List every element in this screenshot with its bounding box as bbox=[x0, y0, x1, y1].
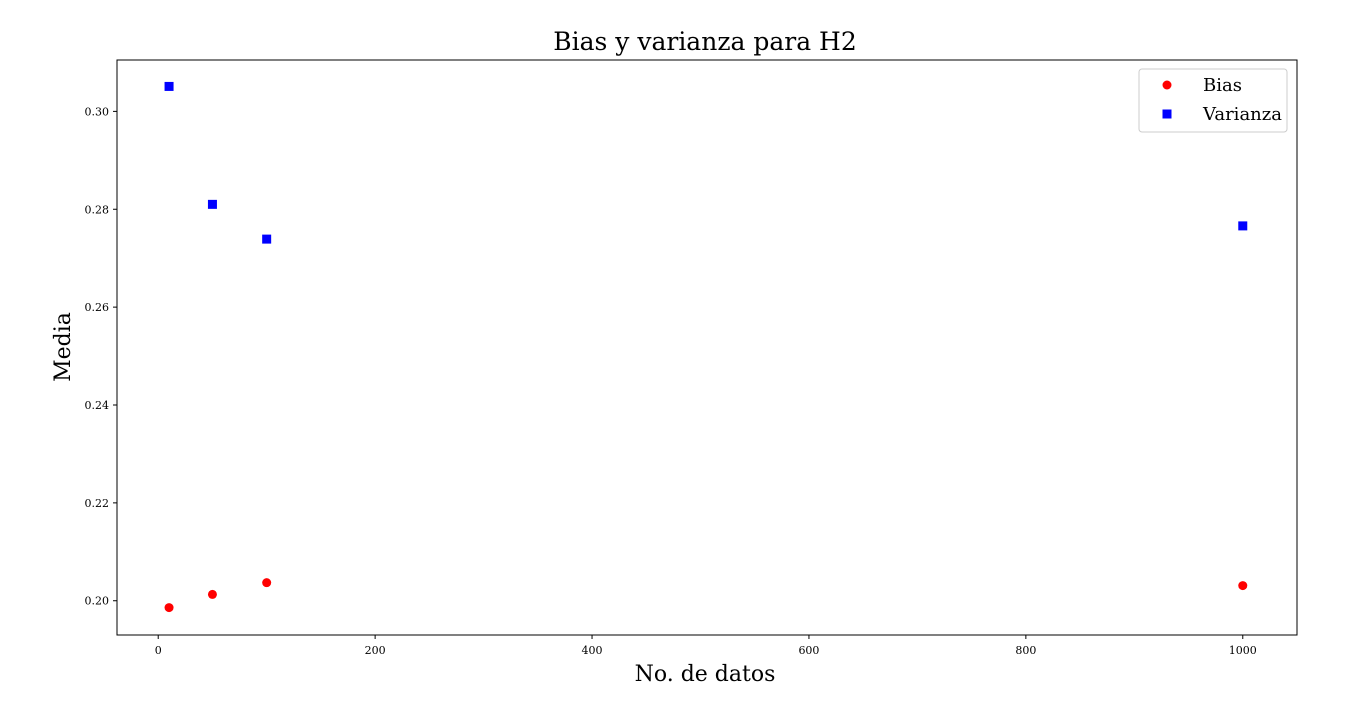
y-tick-label: 0.26 bbox=[85, 301, 110, 314]
bias-point bbox=[164, 603, 174, 613]
y-axis-ticks: 0.20 0.22 0.24 0.26 0.28 0.30 bbox=[85, 105, 117, 608]
plot-area-frame bbox=[116, 59, 1298, 636]
legend-marker-varianza bbox=[1162, 109, 1172, 119]
varianza-point bbox=[1238, 221, 1248, 231]
x-axis-ticks: 0 200 400 600 800 1000 bbox=[155, 635, 1257, 657]
y-axis-label: Media bbox=[51, 312, 76, 382]
varianza-point bbox=[262, 234, 272, 244]
x-tick-label: 0 bbox=[155, 644, 162, 657]
x-tick-label: 800 bbox=[1015, 644, 1036, 657]
bias-point bbox=[207, 589, 217, 599]
y-tick-label: 0.24 bbox=[85, 399, 110, 412]
varianza-point bbox=[164, 81, 174, 91]
legend-box bbox=[1138, 68, 1288, 133]
legend: Bias Varianza bbox=[1138, 68, 1288, 133]
x-tick-label: 200 bbox=[365, 644, 386, 657]
x-tick-label: 400 bbox=[582, 644, 603, 657]
bias-point bbox=[262, 578, 272, 588]
x-axis-label: No. de datos bbox=[635, 662, 776, 687]
y-tick-label: 0.22 bbox=[85, 497, 110, 510]
x-tick-label: 600 bbox=[798, 644, 819, 657]
x-tick-label: 1000 bbox=[1229, 644, 1257, 657]
legend-label-bias: Bias bbox=[1203, 75, 1242, 96]
legend-label-varianza: Varianza bbox=[1202, 104, 1282, 125]
legend-marker-bias bbox=[1162, 80, 1172, 90]
chart-title: Bias y varianza para H2 bbox=[553, 27, 857, 56]
varianza-point bbox=[207, 199, 217, 209]
y-tick-label: 0.30 bbox=[85, 105, 110, 118]
y-tick-label: 0.28 bbox=[85, 203, 110, 216]
y-tick-label: 0.20 bbox=[85, 595, 110, 608]
bias-point bbox=[1238, 581, 1248, 591]
data-points bbox=[164, 81, 1248, 613]
